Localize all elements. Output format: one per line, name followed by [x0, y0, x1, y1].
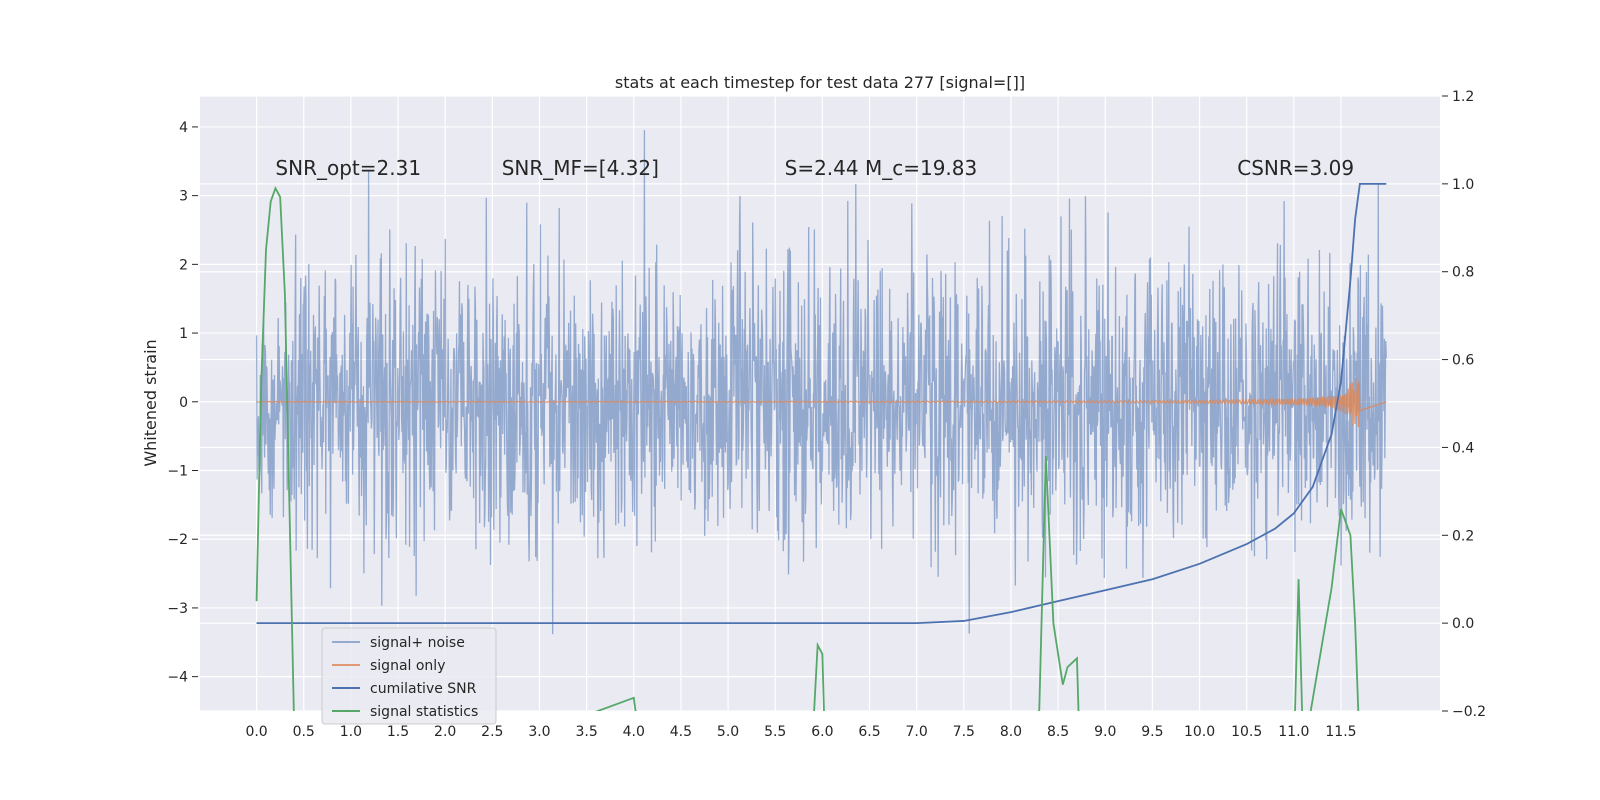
y2-tick-label: 0.2 — [1452, 528, 1474, 544]
y-tick-label: 4 — [179, 120, 188, 136]
x-axis: 0.0 0.5 1.0 1.5 2.0 2.5 3.0 3.5 4.0 4.5 5.0 5.5 6.0 6… — [245, 724, 1356, 740]
x-tick-label: 4.5 — [670, 724, 692, 740]
x-tick-label: 5.5 — [764, 724, 786, 740]
y2-tick-label: 1.0 — [1452, 177, 1474, 193]
x-tick-label: 0.0 — [245, 724, 267, 740]
y-tick-label: 0 — [179, 395, 188, 411]
x-tick-label: 6.0 — [811, 724, 833, 740]
legend-label: signal statistics — [370, 704, 478, 720]
legend-label: cumilative SNR — [370, 681, 477, 697]
x-tick-label: 1.0 — [340, 724, 362, 740]
y2-tick-label: 0.4 — [1452, 440, 1474, 456]
x-tick-label: 11.5 — [1325, 724, 1356, 740]
y-tick-label: 2 — [179, 257, 188, 273]
chart-title: stats at each timestep for test data 277… — [615, 73, 1025, 92]
legend-label: signal only — [370, 658, 445, 674]
x-tick-label: 8.5 — [1047, 724, 1069, 740]
x-tick-label: 2.0 — [434, 724, 456, 740]
x-tick-label: 4.0 — [623, 724, 645, 740]
x-tick-label: 9.0 — [1094, 724, 1116, 740]
y-tick-label: −2 — [167, 532, 188, 548]
series-layer — [255, 130, 1387, 711]
x-tick-label: 11.0 — [1278, 724, 1309, 740]
series-signal-only — [256, 377, 1387, 428]
y2-tick-label: 1.2 — [1452, 89, 1474, 105]
x-tick-label: 10.5 — [1231, 724, 1262, 740]
series-line — [256, 182, 1387, 625]
right-axis: −0.2 0.0 0.2 0.4 0.6 0.8 1.0 1.2 — [1442, 89, 1486, 720]
x-tick-label: 5.0 — [717, 724, 739, 740]
annotation: SNR_MF=[4.32] — [502, 156, 659, 180]
x-tick-label: 3.0 — [528, 724, 550, 740]
x-tick-label: 8.0 — [1000, 724, 1022, 740]
x-tick-label: 0.5 — [293, 724, 315, 740]
y-tick-label: 3 — [179, 189, 188, 205]
annotations: SNR_opt=2.31 SNR_MF=[4.32] S=2.44 M_c=19.8… — [275, 156, 1354, 180]
y2-tick-label: 0.6 — [1452, 353, 1474, 369]
annotation: SNR_opt=2.31 — [275, 156, 421, 180]
left-axis: −4 −3 −2 −1 0 1 2 3 4 — [167, 120, 198, 686]
legend: signal+ noise signal only cumilative SNR si… — [321, 627, 497, 725]
x-tick-label: 2.5 — [481, 724, 503, 740]
y2-tick-label: 0.8 — [1452, 265, 1474, 281]
y-tick-label: −1 — [167, 463, 188, 479]
x-tick-label: 9.5 — [1141, 724, 1163, 740]
x-tick-label: 7.5 — [953, 724, 975, 740]
x-tick-label: 1.5 — [387, 724, 409, 740]
y-tick-label: −4 — [167, 670, 188, 686]
y-tick-label: 1 — [179, 326, 188, 342]
series-cumilative-snr — [256, 182, 1387, 625]
y-tick-label: −3 — [167, 601, 188, 617]
series-signal-statistics — [255, 186, 1360, 711]
x-tick-label: 7.0 — [906, 724, 928, 740]
y2-tick-label: 0.0 — [1452, 616, 1474, 632]
annotation: S=2.44 M_c=19.83 — [785, 156, 978, 180]
x-tick-label: 3.5 — [575, 724, 597, 740]
series-signal-noise — [255, 130, 1387, 635]
y2-tick-label: −0.2 — [1452, 704, 1486, 720]
annotation: CSNR=3.09 — [1237, 156, 1354, 180]
legend-label: signal+ noise — [370, 635, 465, 651]
x-tick-label: 10.0 — [1184, 724, 1215, 740]
legend-box — [321, 627, 497, 725]
series-line — [255, 186, 1360, 711]
y-axis-label: Whitened strain — [141, 339, 160, 466]
signal-trace — [256, 377, 1387, 428]
noise-trace — [255, 130, 1387, 635]
x-tick-label: 6.5 — [858, 724, 880, 740]
